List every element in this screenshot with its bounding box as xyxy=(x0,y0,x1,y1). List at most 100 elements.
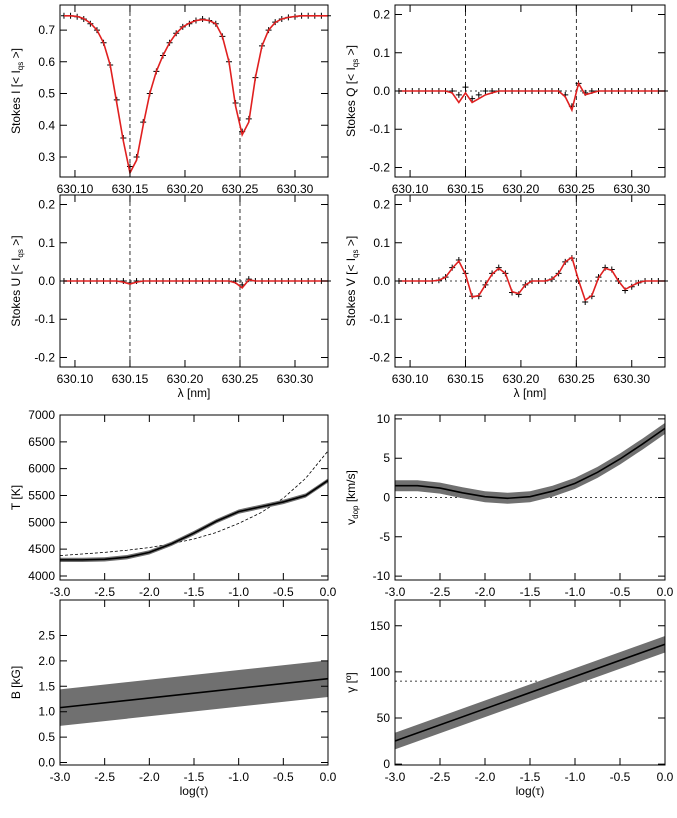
y-axis-label: T [K] xyxy=(9,485,23,510)
panel: -3.0 -2.5 -2.0 -1.5 -1.0 -0.5 0.0 0.0 0.5 1.0 1.5 2… xyxy=(9,599,337,798)
subscript: qs xyxy=(16,249,25,257)
y-tick-label: 0.3 xyxy=(38,150,55,164)
y-tick-label: -0.2 xyxy=(369,350,390,364)
y-axis-label: Stokes U [< Iqs >] xyxy=(9,235,25,326)
x-tick-label: -2.0 xyxy=(475,585,496,599)
x-tick-label: -3.0 xyxy=(50,770,71,784)
label-part: T [K] xyxy=(9,485,23,510)
y-tick-label: 0.0 xyxy=(373,274,390,288)
x-tick-label: -2.0 xyxy=(139,770,160,784)
x-tick-label: 630.10 xyxy=(57,182,94,196)
x-axis-label: log(τ) xyxy=(180,784,209,798)
x-tick-label: -2.5 xyxy=(430,770,451,784)
y-tick-label: -0.2 xyxy=(369,160,390,174)
panel: 630.10 630.15 630.20 630.25 630.30 0.3 0.4 0.5 0… xyxy=(9,4,331,196)
subscript: dop xyxy=(351,505,360,519)
x-tick-label: 0.0 xyxy=(320,770,337,784)
data-point xyxy=(455,91,462,98)
x-tick-label: -0.5 xyxy=(273,770,294,784)
y-axis-label: B [kG] xyxy=(9,666,23,699)
x-tick-label: -1.5 xyxy=(520,770,541,784)
y-tick-label: 0.4 xyxy=(38,118,55,132)
x-tick-label: -3.0 xyxy=(50,585,71,599)
y-tick-label: -0.1 xyxy=(34,312,55,326)
y-tick-label: 2.0 xyxy=(38,654,55,668)
x-tick-label: -1.5 xyxy=(184,585,205,599)
x-tick-label: 630.20 xyxy=(503,182,540,196)
x-tick-label: 0.0 xyxy=(657,585,674,599)
label-part: γ [º] xyxy=(344,672,358,692)
x-tick-label: 630.25 xyxy=(558,182,595,196)
y-tick-label: 6000 xyxy=(28,462,55,476)
label-part: B [kG] xyxy=(9,666,23,699)
y-tick-label: 100 xyxy=(370,665,390,679)
x-tick-label: 630.30 xyxy=(277,372,314,386)
x-tick-label: -3.0 xyxy=(385,770,406,784)
x-tick-label: 630.25 xyxy=(222,372,259,386)
x-tick-label: -1.0 xyxy=(565,770,586,784)
data-line xyxy=(60,479,329,561)
data-point xyxy=(462,84,469,91)
x-tick-label: 630.20 xyxy=(167,372,204,386)
label-part: >] xyxy=(9,235,23,249)
x-tick-label: 630.15 xyxy=(112,372,149,386)
y-tick-label: 0.5 xyxy=(38,730,55,744)
panel: -3.0 -2.5 -2.0 -1.5 -1.0 -0.5 0.0 4000 4500 5000 5… xyxy=(9,408,337,599)
subscript: qs xyxy=(16,62,25,70)
y-axis-label: Stokes I [< Iqs >] xyxy=(9,48,25,134)
y-tick-label: 0.1 xyxy=(373,46,390,60)
x-tick-label: 630.25 xyxy=(222,182,259,196)
y-tick-label: 5 xyxy=(383,451,390,465)
x-tick-label: -1.0 xyxy=(565,585,586,599)
label-part: Stokes I [< I xyxy=(9,70,23,134)
plot-frame xyxy=(59,4,329,178)
data-line xyxy=(395,427,666,500)
x-tick-label: -1.0 xyxy=(228,585,249,599)
x-tick-label: 630.15 xyxy=(447,372,484,386)
x-tick-label: -0.5 xyxy=(610,770,631,784)
y-tick-label: 5500 xyxy=(28,488,55,502)
y-tick-label: 0 xyxy=(383,491,390,505)
x-axis-label: λ [nm] xyxy=(514,386,547,400)
x-tick-label: 630.10 xyxy=(57,372,94,386)
x-tick-label: -2.5 xyxy=(94,770,115,784)
y-tick-label: 0.0 xyxy=(38,274,55,288)
x-tick-label: 0.0 xyxy=(320,585,337,599)
y-tick-label: 0.0 xyxy=(373,84,390,98)
y-tick-label: 7000 xyxy=(28,408,55,422)
x-tick-label: 630.10 xyxy=(392,182,429,196)
y-tick-label: -0.2 xyxy=(34,350,55,364)
y-tick-label: -10 xyxy=(373,569,391,583)
data-line xyxy=(394,643,666,742)
y-tick-label: 150 xyxy=(370,619,390,633)
y-tick-label: 0.0 xyxy=(38,755,55,769)
y-tick-label: 0.1 xyxy=(373,236,390,250)
y-axis-label: Stokes Q [< Iqs >] xyxy=(344,45,360,137)
label-part: Stokes Q [< I xyxy=(344,67,358,137)
y-tick-label: 0.7 xyxy=(38,23,55,37)
y-tick-label: 4500 xyxy=(28,542,55,556)
x-tick-label: 630.15 xyxy=(447,182,484,196)
panel: 630.10 630.15 630.20 630.25 630.30 -0.2 -0.1 0.… xyxy=(344,194,668,400)
data-line xyxy=(63,14,328,176)
error-band xyxy=(60,478,328,563)
x-tick-label: -2.5 xyxy=(430,585,451,599)
label-part: >] xyxy=(344,236,358,250)
label-part: >] xyxy=(9,48,23,62)
y-tick-label: 6500 xyxy=(28,435,55,449)
x-tick-label: -2.0 xyxy=(475,770,496,784)
label-part: >] xyxy=(344,45,358,59)
y-tick-label: 2.5 xyxy=(38,629,55,643)
x-tick-label: -2.0 xyxy=(139,585,160,599)
panel: 630.10 630.15 630.20 630.25 630.30 -0.2 -0.1 0.… xyxy=(9,194,331,400)
data-line xyxy=(63,278,328,289)
x-tick-label: 630.10 xyxy=(392,372,429,386)
y-tick-label: 1.5 xyxy=(38,679,55,693)
y-tick-label: 0.5 xyxy=(38,87,55,101)
data-point xyxy=(475,91,482,98)
x-axis-label: λ [nm] xyxy=(178,386,211,400)
x-tick-label: 630.20 xyxy=(167,182,204,196)
data-line xyxy=(59,677,329,709)
x-axis-label: log(τ) xyxy=(516,784,545,798)
